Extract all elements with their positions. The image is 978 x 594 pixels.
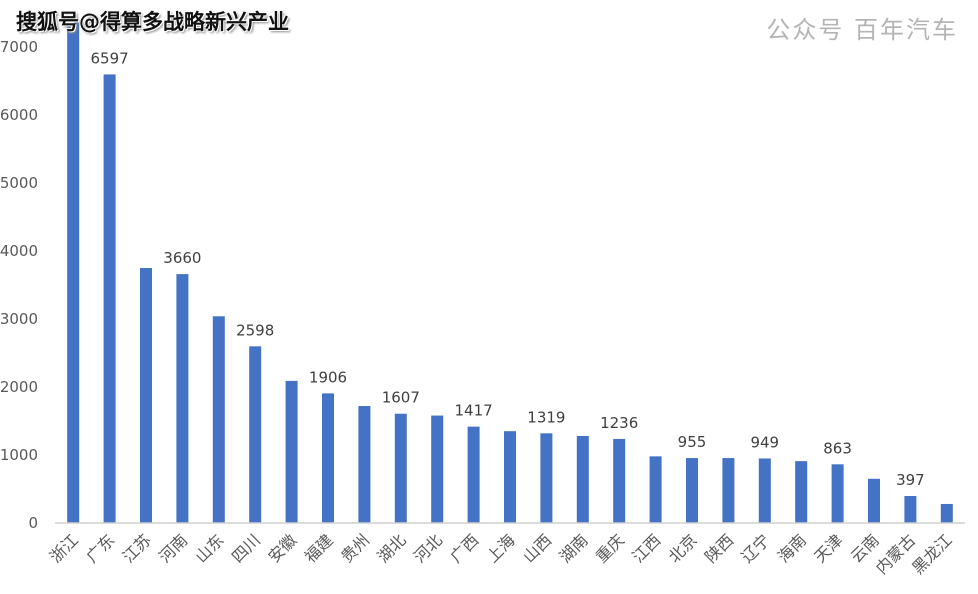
- y-tick-label: 3000: [0, 310, 38, 328]
- bar: [176, 274, 189, 523]
- x-tick-label: 北京: [665, 530, 701, 566]
- bar: [722, 458, 735, 523]
- x-tick-label: 上海: [483, 530, 519, 566]
- x-tick-label: 陕西: [701, 530, 737, 566]
- bar: [795, 461, 808, 523]
- y-tick-label: 2000: [0, 378, 38, 396]
- data-label: 1236: [600, 414, 638, 432]
- x-tick-label: 内蒙古: [872, 530, 919, 577]
- x-tick-label: 安徽: [264, 530, 300, 566]
- x-tick-label: 山西: [519, 530, 555, 566]
- bar: [103, 74, 116, 524]
- y-tick-label: 7000: [0, 38, 38, 56]
- bar: [212, 316, 225, 523]
- x-tick-label: 贵州: [337, 530, 373, 566]
- watermark-title: 搜狐号@得算多战略新兴产业: [16, 10, 289, 34]
- x-tick-label: 山东: [192, 530, 228, 566]
- bar: [831, 464, 844, 523]
- data-label: 1906: [309, 368, 347, 386]
- x-tick-label: 河南: [155, 530, 191, 566]
- y-tick-label: 4000: [0, 242, 38, 260]
- bar: [576, 435, 589, 523]
- bar: [285, 380, 298, 523]
- x-tick-label: 湖北: [374, 530, 410, 566]
- bar: [67, 19, 80, 524]
- x-tick-label: 江西: [628, 530, 664, 566]
- data-label: 397: [896, 471, 925, 489]
- bar: [686, 458, 698, 523]
- bar: [322, 393, 334, 523]
- x-tick-label: 辽宁: [738, 530, 774, 566]
- bar: [140, 268, 152, 523]
- data-label: 863: [823, 439, 852, 457]
- y-tick-label: 0: [28, 514, 38, 532]
- data-label: 1417: [455, 402, 493, 420]
- x-tick-label: 江苏: [119, 530, 155, 566]
- bar: [940, 503, 953, 523]
- bar: [431, 415, 444, 523]
- data-label: 1319: [527, 408, 565, 426]
- data-label: 3660: [163, 249, 201, 267]
- bar: [758, 458, 771, 523]
- x-tick-label: 河北: [410, 530, 446, 566]
- bar: [904, 496, 917, 523]
- x-tick-label: 四川: [228, 530, 264, 566]
- data-label: 955: [678, 433, 707, 451]
- x-tick-label: 重庆: [592, 530, 628, 566]
- x-tick-label: 浙江: [46, 530, 82, 566]
- bar: [649, 456, 662, 523]
- x-tick-label: 海南: [774, 530, 810, 566]
- bar: [868, 478, 880, 523]
- y-tick-label: 1000: [0, 446, 38, 464]
- x-tick-label: 天津: [810, 530, 846, 566]
- x-tick-label: 广东: [82, 530, 118, 566]
- x-tick-label: 黑龙江: [908, 530, 955, 577]
- watermark-footer: 公众号 百年汽车: [766, 16, 958, 44]
- data-label: 949: [750, 433, 779, 451]
- bar: [467, 426, 480, 523]
- bar: [394, 413, 407, 523]
- data-label: 6597: [91, 49, 129, 67]
- bar: [613, 438, 626, 523]
- x-tick-label: 广西: [446, 530, 482, 566]
- x-tick-label: 福建: [301, 530, 337, 566]
- y-tick-label: 6000: [0, 106, 38, 124]
- data-label: 1607: [382, 389, 420, 407]
- bar: [249, 346, 262, 523]
- bar: [504, 431, 516, 523]
- y-tick-label: 5000: [0, 174, 38, 192]
- x-tick-label: 湖南: [556, 530, 592, 566]
- bar: [358, 406, 371, 523]
- bar: [540, 433, 553, 523]
- data-label: 2598: [236, 321, 274, 339]
